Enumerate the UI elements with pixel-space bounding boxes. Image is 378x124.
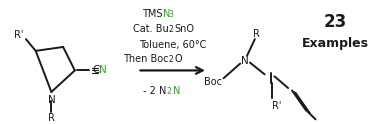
Text: N: N [48, 95, 56, 105]
Text: R: R [48, 113, 55, 123]
Text: Then Boc: Then Boc [123, 54, 169, 64]
Text: 23: 23 [324, 13, 347, 31]
Text: N: N [163, 9, 170, 19]
Text: Boc: Boc [204, 77, 222, 87]
Text: R: R [253, 29, 260, 39]
Text: 2: 2 [167, 87, 172, 96]
Text: N: N [241, 56, 249, 66]
Text: 2: 2 [169, 55, 174, 64]
Text: C: C [93, 65, 100, 75]
Text: Cat. Bu: Cat. Bu [133, 24, 169, 34]
Text: 2: 2 [169, 25, 174, 34]
Text: N: N [99, 65, 107, 75]
Text: 3: 3 [169, 10, 174, 19]
Text: - 2 N: - 2 N [143, 86, 167, 96]
Text: R': R' [272, 101, 281, 111]
Text: Toluene, 60°C: Toluene, 60°C [139, 40, 206, 50]
Text: O: O [175, 54, 182, 64]
Text: TMS: TMS [143, 9, 163, 19]
Text: Examples: Examples [302, 37, 369, 50]
Text: N: N [173, 86, 180, 96]
Text: SnO: SnO [175, 24, 195, 34]
Text: R': R' [14, 30, 24, 40]
